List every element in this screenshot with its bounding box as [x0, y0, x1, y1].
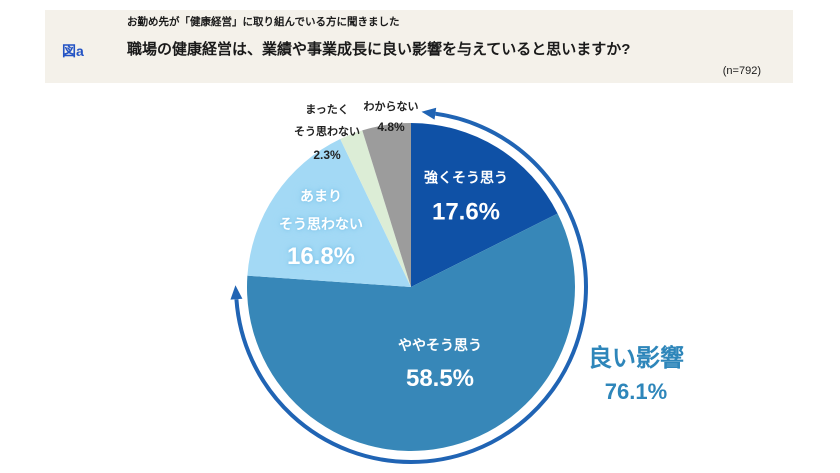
slice-label-strongly-disagree: まったく そう思わない 2.3%	[294, 99, 360, 163]
slice-pct-value: 58.5%	[405, 365, 475, 392]
annotation-arc	[234, 111, 588, 464]
arc-arrowhead-top	[421, 107, 437, 120]
slice-pct-value: 17.6%	[431, 198, 501, 226]
arc-arrowhead-left	[230, 285, 243, 300]
slice-label-text: わからない	[363, 101, 419, 113]
slice-label-text-line1: あまり	[300, 188, 342, 204]
figure-label: 図a	[62, 43, 84, 59]
slice-label-text-line2: そう思わない	[279, 216, 363, 232]
slice-label-text: 強くそう思う	[424, 169, 508, 186]
slice-label-somewhat-agree: ややそう思う 58.5%	[398, 336, 482, 394]
slice-pct-value: 16.8%	[286, 243, 356, 270]
slice-label-text-line2: そう思わない	[294, 126, 360, 138]
annotation-label: 良い影響	[588, 345, 684, 372]
slice-label-text: ややそう思う	[398, 337, 482, 353]
sample-size: (n=792)	[722, 65, 761, 77]
slice-pct-value: 2.3%	[313, 148, 341, 162]
header-subtitle: お勤め先が「健康経営」に取り組んでいる方に聞きました	[127, 16, 400, 28]
slice-label-text-line1: まったく	[305, 104, 349, 116]
good-influence-annotation: 良い影響 76.1%	[588, 344, 684, 406]
header-band: 図a お勤め先が「健康経営」に取り組んでいる方に聞きました 職場の健康経営は、業…	[45, 10, 793, 83]
slice-pct-value: 4.8%	[377, 120, 405, 134]
slice-label-somewhat-disagree: あまり そう思わない 16.8%	[279, 182, 363, 272]
slice-label-strongly-agree: 強くそう思う 17.6%	[424, 169, 508, 228]
slice-label-dont-know: わからない 4.8%	[364, 97, 419, 135]
page-title: 職場の健康経営は、業績や事業成長に良い影響を与えていると思いますか?	[127, 41, 631, 58]
pie-slice-4	[362, 123, 411, 287]
annotation-pct-value: 76.1%	[604, 379, 668, 404]
